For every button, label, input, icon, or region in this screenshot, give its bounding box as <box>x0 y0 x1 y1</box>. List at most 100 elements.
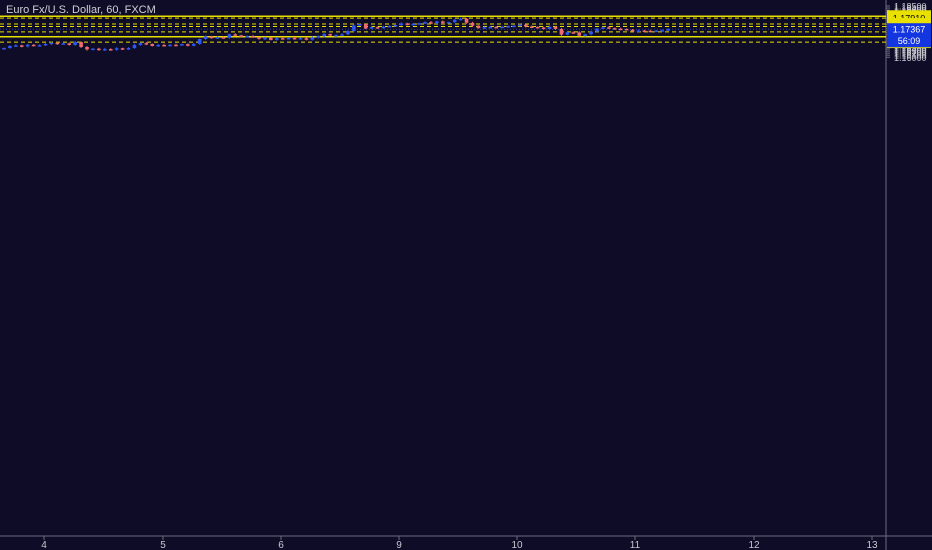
candle-body <box>114 48 119 50</box>
x-tick-label: 5 <box>160 540 166 550</box>
candle-body <box>589 31 593 35</box>
candle-body <box>393 25 398 27</box>
candle-body <box>446 22 451 24</box>
candle-body <box>156 44 160 47</box>
candle-body <box>458 18 463 21</box>
candle-body <box>660 30 665 32</box>
candle-body <box>150 43 155 46</box>
candle-body <box>67 43 72 45</box>
candle-body <box>346 31 350 35</box>
candle-body <box>298 38 303 40</box>
candle-body <box>518 24 522 27</box>
candle-body <box>91 48 95 51</box>
candle-body <box>452 19 457 23</box>
candle-body <box>494 26 498 29</box>
candle-body <box>286 37 291 40</box>
candle-body <box>227 34 232 38</box>
candle-body <box>61 43 66 45</box>
candle-body <box>577 32 582 36</box>
candle-body <box>49 42 54 45</box>
candle-body <box>257 37 261 39</box>
candle-body <box>191 43 196 46</box>
candle-body <box>429 22 433 24</box>
candle-body <box>19 45 24 47</box>
candle-body <box>488 26 493 29</box>
candle-body <box>583 34 587 36</box>
candle-body <box>251 36 255 38</box>
candle-body <box>310 37 315 40</box>
candle-body <box>352 25 356 32</box>
candle-body <box>316 36 321 38</box>
candle-body <box>334 35 338 37</box>
candle-body <box>274 38 279 41</box>
candle-body <box>8 45 12 49</box>
y-tick-label: 1.16300 <box>894 47 927 57</box>
candle-body <box>624 28 629 31</box>
y-tick-label: 1.18500 <box>894 2 927 12</box>
y-tick-label: 1.16000 <box>894 53 927 63</box>
x-tick-label: 13 <box>866 540 878 550</box>
candle-body <box>292 37 297 40</box>
candle-body <box>31 44 36 47</box>
candle-body <box>387 25 392 28</box>
countdown-label: 56:09 <box>898 36 921 46</box>
candle-body <box>85 47 89 50</box>
candle-body <box>601 27 605 29</box>
candle-body <box>417 23 421 25</box>
candle-body <box>381 26 386 29</box>
candle-body <box>43 43 48 46</box>
candle-body <box>340 34 344 36</box>
candle-body <box>369 27 374 29</box>
candle-body <box>470 22 475 26</box>
candle-body <box>595 28 599 32</box>
candle-body <box>571 32 576 34</box>
candle-body <box>168 44 172 47</box>
candle-body <box>435 21 439 24</box>
candle-body <box>132 44 137 49</box>
x-tick-label: 9 <box>396 540 402 550</box>
candle-body <box>37 45 42 47</box>
candle-body <box>233 34 238 36</box>
chart-title: Euro Fx/U.S. Dollar, 60, FXCM <box>6 4 156 16</box>
x-tick-label: 4 <box>41 540 47 550</box>
x-tick-label: 10 <box>511 540 523 550</box>
candle-body <box>97 48 101 51</box>
candle-body <box>464 18 469 23</box>
candle-body <box>120 48 125 50</box>
candle-body <box>476 25 481 29</box>
candle-body <box>541 27 546 30</box>
x-tick-label: 11 <box>630 540 641 550</box>
candle-body <box>174 44 178 47</box>
candle-body <box>529 26 534 28</box>
candle-body <box>363 24 368 29</box>
candle-body <box>500 26 504 29</box>
candle-body <box>55 42 60 45</box>
candle-body <box>197 39 202 44</box>
candle-body <box>162 44 166 47</box>
candle-body <box>73 42 77 45</box>
candle-body <box>642 30 647 33</box>
current-price-label: 1.17367 <box>893 25 926 35</box>
candle-body <box>565 32 570 35</box>
candle-body <box>411 23 415 26</box>
candle-body <box>553 26 558 29</box>
candle-body <box>618 28 623 31</box>
candle-body <box>654 30 659 33</box>
candle-body <box>108 49 113 51</box>
candle-body <box>482 27 487 29</box>
y-tick-label: 1.16400 <box>894 45 927 55</box>
candle-body <box>209 36 214 39</box>
candle-body <box>375 27 380 29</box>
candle-body <box>280 38 285 40</box>
candle-body <box>25 44 30 47</box>
candle-body <box>144 43 149 45</box>
candle-body <box>506 26 510 28</box>
candle-body <box>636 30 641 33</box>
y-tick-label: 1.16100 <box>894 51 927 61</box>
candle-body <box>559 28 564 35</box>
candle-body <box>630 29 635 32</box>
candle-body <box>14 45 18 47</box>
candle-body <box>666 29 670 31</box>
candle-body <box>103 49 107 51</box>
candle-body <box>358 24 362 26</box>
